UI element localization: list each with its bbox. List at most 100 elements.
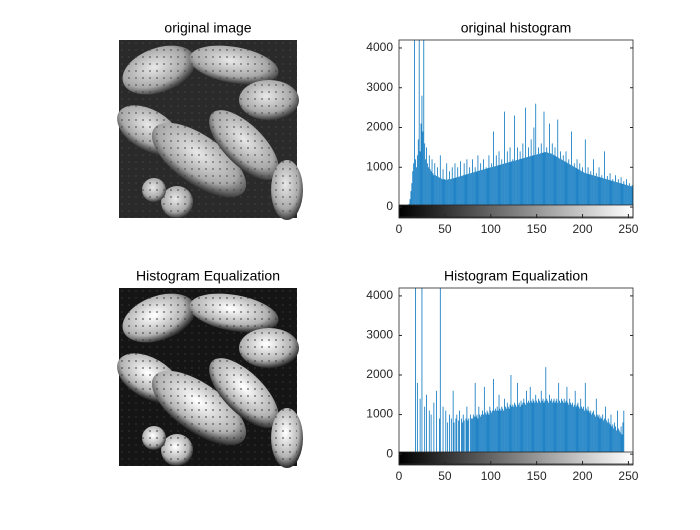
bar <box>472 172 474 208</box>
bar <box>519 406 521 455</box>
bar <box>583 172 584 208</box>
bar <box>421 95 423 208</box>
bar <box>521 404 523 455</box>
chart: 0 1000 2000 3000 4000 0 50 100 150 200 250 original… <box>366 20 638 236</box>
bar <box>603 420 605 455</box>
bar <box>410 191 412 208</box>
bar <box>507 162 509 208</box>
bar <box>588 174 590 208</box>
bar <box>458 420 460 455</box>
bar <box>606 422 608 455</box>
bar <box>610 414 612 455</box>
bar <box>469 167 471 208</box>
bar <box>555 156 557 208</box>
bar <box>505 162 507 208</box>
bar <box>445 410 447 455</box>
bar <box>492 166 493 208</box>
bar <box>409 199 411 208</box>
bar <box>527 156 528 208</box>
bar <box>558 382 560 455</box>
bar <box>603 178 605 208</box>
bar <box>623 410 625 455</box>
bar <box>429 169 431 208</box>
bar <box>473 416 475 455</box>
bar <box>582 167 583 208</box>
bar <box>572 402 573 455</box>
bar <box>602 414 604 455</box>
bar <box>621 434 623 455</box>
bar <box>495 155 497 208</box>
bar <box>539 153 540 208</box>
bar <box>586 173 588 208</box>
bar <box>599 418 601 455</box>
bar <box>479 170 481 208</box>
bar <box>560 402 561 455</box>
bar <box>561 159 562 208</box>
bar <box>563 398 565 455</box>
bar <box>456 414 458 455</box>
bar <box>549 123 550 208</box>
bar <box>500 410 502 455</box>
bar <box>466 406 468 455</box>
bar <box>543 402 545 455</box>
bar <box>613 181 615 208</box>
bar <box>459 410 460 455</box>
bar <box>490 167 492 208</box>
bar <box>562 402 564 455</box>
bar <box>438 418 440 455</box>
bar <box>626 179 627 208</box>
bar <box>441 179 443 208</box>
bar <box>466 159 468 208</box>
bar <box>461 176 462 208</box>
bar <box>520 400 522 455</box>
bar <box>485 414 487 455</box>
y-tick-label: 2000 <box>366 120 393 134</box>
bar <box>511 161 513 208</box>
bar <box>430 171 432 208</box>
chart-title: original histogram <box>461 20 572 36</box>
x-tick-label: 50 <box>438 222 452 236</box>
bar <box>450 418 452 455</box>
bar <box>605 420 607 455</box>
y-tick-label: 0 <box>386 446 393 460</box>
bar <box>567 402 569 455</box>
bar <box>472 418 473 455</box>
bar <box>629 185 631 208</box>
bar <box>581 171 583 208</box>
bar <box>489 167 491 208</box>
bar <box>423 40 425 208</box>
bar <box>578 169 580 208</box>
bar <box>599 177 601 208</box>
axes-box <box>398 39 634 218</box>
y-tick-label: 4000 <box>366 288 393 302</box>
bar <box>416 155 418 208</box>
bar <box>432 173 434 208</box>
bar <box>449 414 450 455</box>
bar <box>465 174 467 208</box>
x-tick-label: 200 <box>573 469 593 483</box>
bar <box>588 410 590 455</box>
bar <box>427 167 429 208</box>
bar <box>451 167 453 208</box>
bar <box>467 174 469 208</box>
bar <box>596 176 598 208</box>
bar <box>472 414 474 455</box>
bar <box>473 172 475 208</box>
bar <box>493 378 494 455</box>
bar <box>546 398 548 455</box>
bar <box>543 111 545 208</box>
bar <box>607 418 609 455</box>
bar <box>572 406 574 455</box>
bar <box>547 400 549 455</box>
bar <box>415 159 416 208</box>
bar <box>598 167 600 208</box>
bar <box>567 163 569 208</box>
bar <box>572 166 574 208</box>
bar <box>504 111 505 208</box>
bar <box>480 416 482 455</box>
bar <box>595 398 597 455</box>
bar <box>471 418 472 455</box>
bar <box>545 367 547 455</box>
bar <box>489 406 491 455</box>
colorbar <box>398 451 634 466</box>
